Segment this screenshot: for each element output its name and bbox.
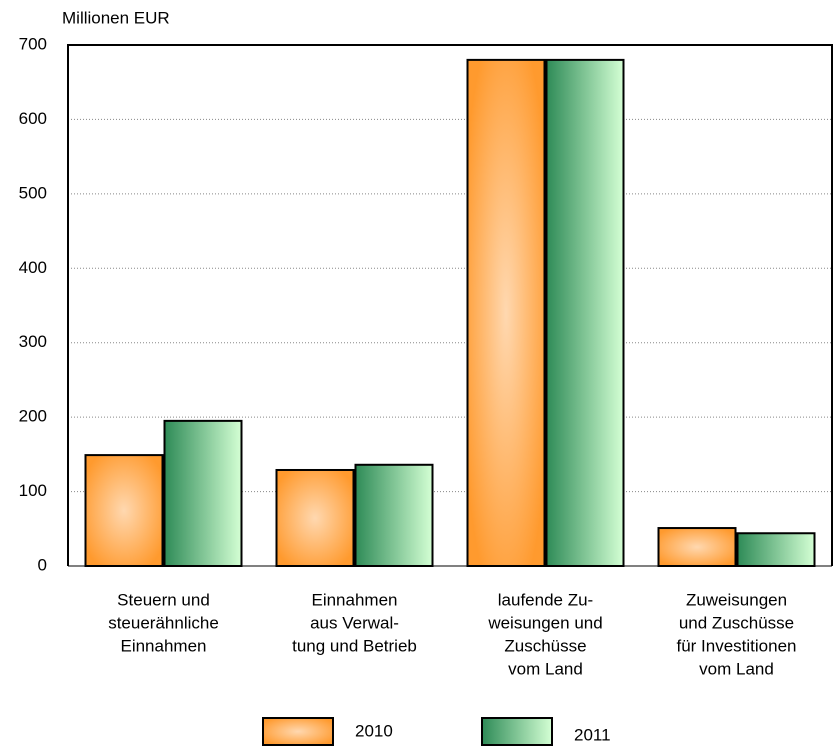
y-tick-label: 500 bbox=[19, 183, 47, 202]
y-tick-label: 300 bbox=[19, 332, 47, 351]
legend-label: 2010 bbox=[355, 721, 393, 740]
bar bbox=[657, 527, 737, 568]
x-tick-label: Einnahmen bbox=[120, 636, 206, 655]
y-tick-label: 400 bbox=[19, 258, 47, 277]
bar bbox=[545, 58, 625, 568]
x-tick-label: laufende Zu- bbox=[498, 590, 593, 609]
legend-label: 2011 bbox=[574, 725, 611, 744]
bar bbox=[354, 463, 434, 567]
x-tick-label: für Investitionen bbox=[676, 636, 796, 655]
x-tick-label: Einnahmen bbox=[311, 590, 397, 609]
x-tick-label: vom Land bbox=[699, 659, 774, 678]
x-tick-label: weisungen und bbox=[487, 613, 602, 632]
x-tick-label: vom Land bbox=[508, 659, 583, 678]
bar bbox=[466, 58, 546, 568]
x-tick-label: aus Verwal- bbox=[310, 613, 399, 632]
y-tick-label: 700 bbox=[19, 34, 47, 53]
bar bbox=[275, 468, 355, 568]
bar bbox=[163, 419, 243, 567]
legend-swatch bbox=[481, 717, 553, 746]
x-tick-label: und Zuschüsse bbox=[679, 613, 794, 632]
bar bbox=[84, 454, 164, 568]
plot-frame bbox=[67, 44, 833, 566]
legend-swatch bbox=[262, 717, 334, 746]
y-tick-label: 600 bbox=[19, 109, 47, 128]
x-tick-label: Steuern und bbox=[117, 590, 210, 609]
x-tick-label: tung und Betrieb bbox=[292, 636, 417, 655]
y-tick-label: 0 bbox=[38, 555, 47, 574]
y-tick-label: 100 bbox=[19, 481, 47, 500]
x-tick-label: steuerähnliche bbox=[108, 613, 219, 632]
x-tick-label: Zuweisungen bbox=[686, 590, 787, 609]
bar bbox=[736, 532, 816, 567]
x-tick-label: Zuschüsse bbox=[504, 636, 586, 655]
y-tick-label: 200 bbox=[19, 407, 47, 426]
y-axis-title: Millionen EUR bbox=[62, 8, 170, 27]
